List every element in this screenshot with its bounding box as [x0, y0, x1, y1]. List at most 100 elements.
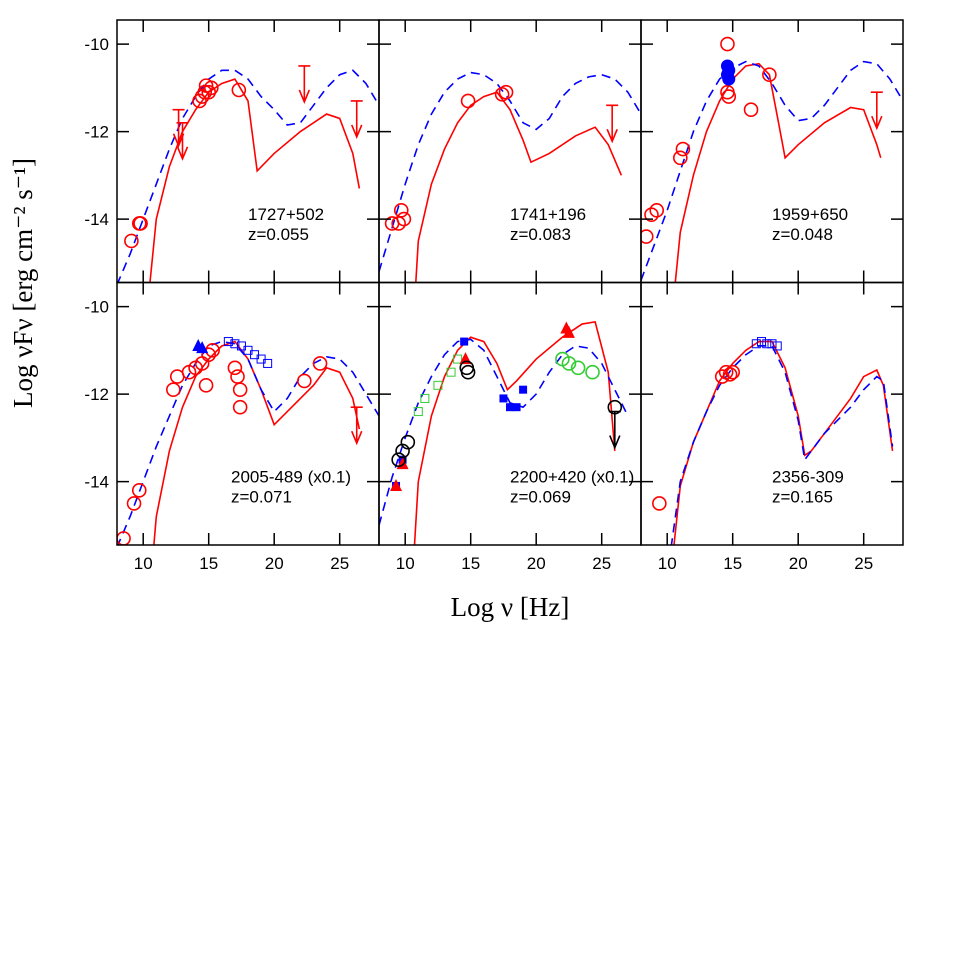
x-tick-label: 10 [134, 554, 153, 573]
panel: 10 15 20 25 2200+420 (x0.1)z=0.069 [378, 281, 642, 573]
redshift-label: z=0.069 [510, 488, 571, 507]
upper-limit [350, 406, 363, 446]
data-point [641, 229, 654, 244]
model-curve [379, 71, 641, 272]
data-point [460, 364, 476, 380]
data-point [263, 358, 273, 368]
source-label: 1727+502 [248, 205, 324, 224]
data-point [393, 203, 409, 218]
model-curve [415, 91, 623, 283]
data-point [232, 382, 248, 397]
x-tick-label: 10 [658, 554, 677, 573]
data-point [675, 141, 691, 157]
data-point [506, 403, 514, 412]
data-point [644, 207, 659, 222]
data-point [721, 89, 737, 104]
data-point [453, 354, 463, 364]
plot-area [641, 36, 903, 283]
data-point [396, 211, 412, 227]
data-point [232, 399, 248, 415]
upper-limit [608, 410, 621, 450]
model-curve [673, 340, 894, 545]
plot-area [117, 65, 379, 283]
plot-area [379, 320, 629, 545]
data-point [460, 93, 476, 109]
data-point [722, 367, 738, 382]
data-point [720, 36, 735, 52]
y-tick-label: -10 [84, 35, 109, 54]
data-point [762, 67, 777, 82]
x-tick-label: 20 [789, 554, 808, 573]
x-tick-label: 25 [854, 554, 873, 573]
data-point [198, 378, 214, 393]
data-point [498, 84, 514, 100]
data-point [201, 347, 216, 362]
data-point [767, 339, 777, 349]
data-point [725, 364, 741, 380]
data-point [204, 80, 219, 96]
data-point [124, 233, 139, 249]
y-tick-label: -10 [84, 298, 109, 317]
data-point [133, 216, 148, 231]
data-point [396, 457, 409, 470]
data-point [391, 452, 406, 467]
x-tick-label: 25 [330, 554, 349, 573]
model-curve [149, 78, 361, 283]
data-point [231, 82, 247, 98]
x-tick-label: 15 [723, 554, 742, 573]
data-point [196, 341, 209, 354]
upper-limit [350, 100, 363, 140]
data-point [446, 367, 456, 377]
redshift-label: z=0.083 [510, 225, 571, 244]
data-point [562, 325, 575, 338]
x-tick-label: 25 [592, 554, 611, 573]
source-label: 2005-489 (x0.1) [231, 468, 351, 487]
upper-limit [606, 104, 619, 144]
data-point [649, 203, 665, 218]
data-point [433, 380, 443, 390]
data-point [400, 434, 416, 450]
x-tick-label: 15 [461, 554, 480, 573]
data-point [751, 339, 761, 349]
upper-limit [298, 65, 311, 105]
source-label: 1959+650 [772, 205, 848, 224]
data-point [460, 337, 469, 346]
data-point [762, 339, 772, 349]
model-curve [153, 340, 361, 545]
data-point [117, 531, 131, 545]
model-curve [670, 345, 894, 545]
data-point [131, 483, 147, 498]
y-axis-label: Log νFν [erg cm⁻² s⁻¹] [8, 158, 38, 408]
redshift-label: z=0.071 [231, 488, 292, 507]
data-point [652, 496, 667, 511]
data-point [230, 369, 245, 384]
data-point [672, 150, 688, 166]
x-axis-label: Log ν [Hz] [451, 592, 570, 622]
data-point [312, 356, 328, 371]
data-point [772, 341, 782, 351]
x-tick-label: 15 [199, 554, 218, 573]
upper-limit [870, 91, 883, 131]
data-point [499, 394, 508, 403]
data-point [420, 393, 430, 403]
y-tick-label: -12 [84, 123, 109, 142]
source-label: 2356-309 [772, 468, 844, 487]
data-point [223, 337, 233, 347]
data-point [390, 478, 403, 491]
data-point [297, 373, 312, 389]
redshift-label: z=0.048 [772, 225, 833, 244]
data-point [722, 72, 736, 86]
y-tick-label: -14 [84, 473, 109, 492]
plot-area [379, 71, 641, 283]
upper-limit [176, 122, 189, 161]
panel-frame [640, 281, 904, 546]
data-point [395, 443, 410, 459]
source-label: 2200+420 (x0.1) [510, 468, 634, 487]
y-tick-label: -12 [84, 385, 109, 404]
data-point [757, 337, 767, 347]
